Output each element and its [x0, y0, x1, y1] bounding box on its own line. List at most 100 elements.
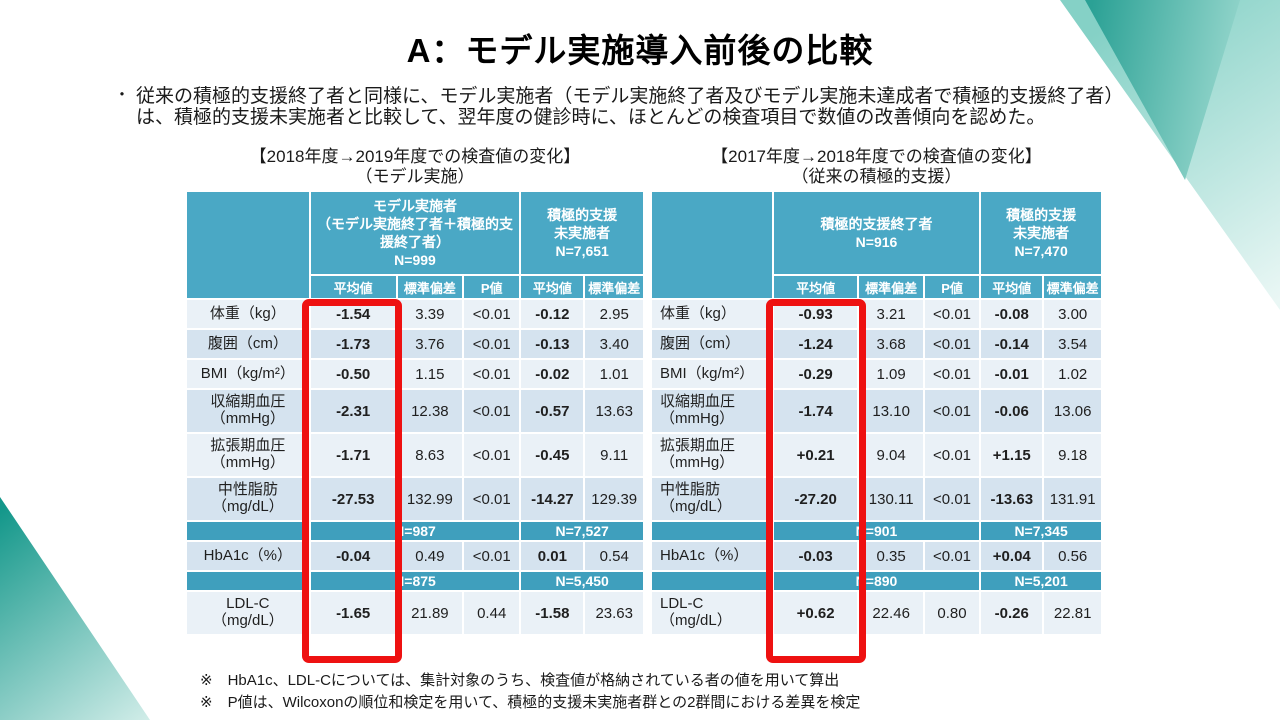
left-table-caption: 【2018年度→2019年度での検査値の変化】 （モデル実施） — [185, 147, 645, 186]
caption-line-1: 【2018年度→2019年度での検査値の変化】 — [249, 147, 581, 166]
mean-value: -1.58 — [519, 590, 586, 636]
mean-value: +1.15 — [979, 432, 1045, 478]
table-row: 中性脂肪 （mg/dL） -27.20 130.11 <0.01 -13.63 131.9… — [650, 476, 1103, 522]
mean-value: -1.74 — [771, 388, 860, 434]
mean-value: -0.06 — [979, 388, 1045, 434]
sd-value: 21.89 — [395, 590, 465, 636]
group1-header: 積極的支援終了者 N=916 — [771, 190, 982, 276]
row-label: 収縮期血圧 （mmHg） — [650, 388, 774, 434]
subgroup-n-left: N=890 — [771, 570, 982, 592]
bottom-left-triangle — [0, 497, 150, 720]
sd-value: 13.63 — [583, 388, 645, 434]
band-spacer-cell — [185, 570, 311, 592]
mean-value: -0.02 — [519, 358, 586, 390]
sd-value: 23.63 — [583, 590, 645, 636]
sd-value: 8.63 — [395, 432, 465, 478]
sd-value: 3.00 — [1042, 298, 1103, 330]
sd-value: 3.40 — [583, 328, 645, 360]
sd-value: 9.04 — [857, 432, 925, 478]
mean-value: -0.29 — [771, 358, 860, 390]
bullet-marker: ・ — [114, 87, 131, 104]
mean-value: -1.65 — [308, 590, 398, 636]
subgroup-n-right: N=5,201 — [979, 570, 1103, 592]
sd-value: 132.99 — [395, 476, 465, 522]
band-spacer-cell — [650, 570, 774, 592]
subgroup-n-right: N=7,527 — [519, 520, 645, 542]
sd-value: 3.76 — [395, 328, 465, 360]
table-row: BMI（kg/m²） -0.29 1.09 <0.01 -0.01 1.02 — [650, 358, 1103, 390]
row-label: LDL-C （mg/dL） — [650, 590, 774, 636]
table-row: 腹囲（cm） -1.24 3.68 <0.01 -0.14 3.54 — [650, 328, 1103, 360]
sd-value: 131.91 — [1042, 476, 1103, 522]
row-label: BMI（kg/m²） — [185, 358, 311, 390]
mean-value: 0.01 — [519, 540, 586, 572]
sd-value: 0.35 — [857, 540, 925, 572]
footnote-2: ※ P値は、Wilcoxonの順位和検定を用いて、積極的支援未実施者群との2群間… — [200, 693, 861, 711]
table-row: 収縮期血圧 （mmHg） -2.31 12.38 <0.01 -0.57 13.63 — [185, 388, 645, 434]
mean-value: -27.53 — [308, 476, 398, 522]
sd-value: 22.46 — [857, 590, 925, 636]
conventional-support-table: 積極的支援終了者 N=916 積極的支援 未実施者 N=7,470 平均値 標準… — [650, 190, 1103, 636]
table-row: 中性脂肪 （mg/dL） -27.53 132.99 <0.01 -14.27 129.3… — [185, 476, 645, 522]
footnotes: ※ HbA1c、LDL-Cについては、集計対象のうち、検査値が格納されている者の… — [200, 670, 1100, 714]
p-value: <0.01 — [462, 476, 522, 522]
highlight-box-left — [302, 299, 402, 663]
p-value: <0.01 — [922, 328, 982, 360]
table-row: LDL-C （mg/dL） -1.65 21.89 0.44 -1.58 23.63 — [185, 590, 645, 636]
caption-line-2: （モデル実施） — [355, 166, 475, 186]
subgroup-n-left: N=987 — [308, 520, 522, 542]
col-header-sd: 標準偏差 — [583, 274, 645, 300]
column-header-row: 平均値 標準偏差 P値 平均値 標準偏差 — [186, 274, 645, 300]
header-corner-cell — [650, 190, 774, 300]
mean-value: -0.13 — [519, 328, 586, 360]
p-value: <0.01 — [922, 432, 982, 478]
mean-value: -0.26 — [979, 590, 1045, 636]
p-value: 0.80 — [922, 590, 982, 636]
sd-value: 22.81 — [1042, 590, 1103, 636]
mean-value: -0.01 — [979, 358, 1045, 390]
row-label: 腹囲（cm） — [185, 328, 311, 360]
group-header-row: モデル実施者 （モデル実施終了者＋積極的支援終了者） N=999 積極的支援 未… — [185, 190, 645, 300]
sd-value: 130.11 — [857, 476, 925, 522]
sd-value: 0.56 — [1042, 540, 1103, 572]
subgroup-count-row: N=987 N=7,527 — [185, 520, 645, 542]
left-table-body: 体重（kg） -1.54 3.39 <0.01 -0.12 2.95 腹囲（cm） -1.73… — [185, 298, 645, 636]
table-row: 体重（kg） -1.54 3.39 <0.01 -0.12 2.95 — [185, 298, 645, 330]
page-title: A：モデル実施導入前後の比較 — [406, 32, 874, 69]
group-header-row: 積極的支援終了者 N=916 積極的支援 未実施者 N=7,470 — [650, 190, 1103, 300]
band-spacer-cell — [185, 520, 311, 542]
mean-value: -0.57 — [519, 388, 586, 434]
mean-value: -0.12 — [519, 298, 586, 330]
sd-value: 12.38 — [395, 388, 465, 434]
p-value: 0.44 — [462, 590, 522, 636]
col-header-sd: 標準偏差 — [395, 274, 465, 300]
mean-value: -14.27 — [519, 476, 586, 522]
mean-value: -0.04 — [308, 540, 398, 572]
mean-value: -1.71 — [308, 432, 398, 478]
summary-text: 従来の積極的支援終了者と同様に、モデル実施者（モデル実施終了者及びモデル実施未達… — [136, 86, 1124, 129]
mean-value: -0.03 — [771, 540, 860, 572]
column-header-row: 平均値 標準偏差 P値 平均値 標準偏差 — [651, 274, 1103, 300]
caption-line-2: （従来の積極的支援） — [791, 166, 962, 186]
sd-value: 1.15 — [395, 358, 465, 390]
sd-value: 3.21 — [857, 298, 925, 330]
row-label: 収縮期血圧 （mmHg） — [185, 388, 311, 434]
highlight-box-right — [766, 299, 866, 663]
right-table-body: 体重（kg） -0.93 3.21 <0.01 -0.08 3.00 腹囲（cm） -1.24… — [650, 298, 1103, 636]
mean-value: -0.14 — [979, 328, 1045, 360]
band-spacer-cell — [650, 520, 774, 542]
sd-value: 0.49 — [395, 540, 465, 572]
p-value: <0.01 — [462, 358, 522, 390]
mean-value: -0.45 — [519, 432, 586, 478]
col-header-sd: 標準偏差 — [1042, 274, 1103, 300]
row-label: HbA1c（%） — [650, 540, 774, 572]
header-corner-cell — [185, 190, 311, 300]
table-row: LDL-C （mg/dL） +0.62 22.46 0.80 -0.26 22.81 — [650, 590, 1103, 636]
row-label: 拡張期血圧 （mmHg） — [650, 432, 774, 478]
table-row: HbA1c（%） -0.03 0.35 <0.01 +0.04 0.56 — [650, 540, 1103, 572]
col-header-mean: 平均値 — [308, 274, 398, 300]
col-header-sd: 標準偏差 — [857, 274, 925, 300]
subgroup-n-left: N=875 — [308, 570, 522, 592]
